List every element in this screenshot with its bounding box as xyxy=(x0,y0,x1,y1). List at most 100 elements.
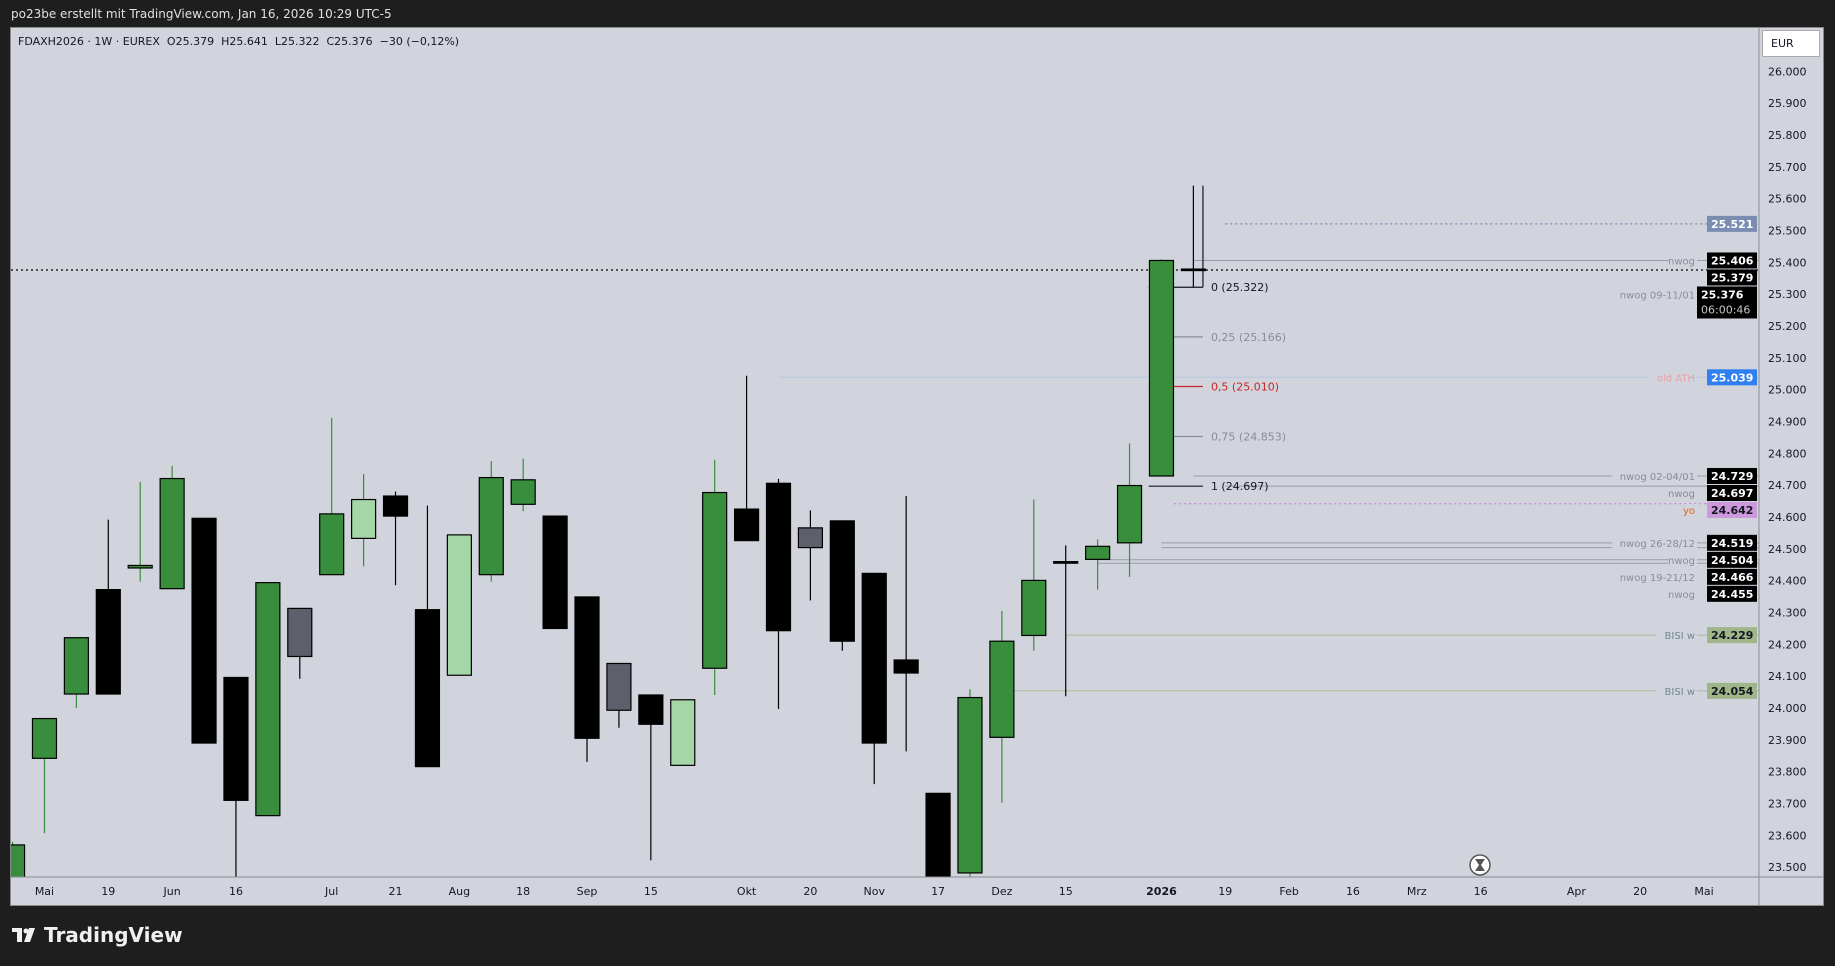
candle-body xyxy=(191,517,217,744)
candle-body xyxy=(11,844,26,877)
chart-frame xyxy=(10,27,1824,906)
price-tick-label: 25.800 xyxy=(1768,129,1807,142)
currency-button[interactable]: EUR xyxy=(1762,30,1820,57)
time-tick-label: Dez xyxy=(991,885,1012,898)
candle-body xyxy=(382,495,409,517)
price-tick-label: 23.800 xyxy=(1768,766,1807,779)
bar-countdown-label: 06:00:46 xyxy=(1701,303,1750,316)
price-axis-badge xyxy=(1707,568,1757,585)
candle-body xyxy=(319,513,345,576)
candle-body xyxy=(670,699,696,766)
time-tick-label: Jul xyxy=(324,885,338,898)
brand-name: TradingView xyxy=(44,923,183,947)
price-axis-badge xyxy=(1707,534,1757,551)
price-tick-label: 25.900 xyxy=(1768,97,1807,110)
candle-body xyxy=(127,564,153,569)
level-label: BISI w xyxy=(1665,631,1695,642)
price-tick-label: 24.100 xyxy=(1768,670,1807,683)
candle-body xyxy=(287,607,313,658)
price-tick-label: 23.900 xyxy=(1768,734,1807,747)
price-axis-badge-label: 25.039 xyxy=(1711,371,1753,384)
time-tick-label: 15 xyxy=(1059,885,1073,898)
candle-body xyxy=(1053,561,1079,564)
price-tick-label: 24.900 xyxy=(1768,416,1807,429)
candle-body xyxy=(1021,579,1047,637)
level-label: nwog xyxy=(1668,256,1695,267)
candle-body xyxy=(893,659,919,674)
price-tick-label: 25.400 xyxy=(1768,256,1807,269)
candle-body xyxy=(638,694,664,725)
level-label: nwog 19-21/12 xyxy=(1620,573,1695,584)
legend-close: C25.376 xyxy=(326,35,373,48)
level-label: BISI w xyxy=(1665,687,1695,698)
candle-body xyxy=(223,676,249,801)
plot-area[interactable] xyxy=(1,185,1759,906)
attribution-text: po23be erstellt mit TradingView.com, Jan… xyxy=(11,7,392,21)
price-tick-label: 25.600 xyxy=(1768,193,1807,206)
price-tick-label: 25.000 xyxy=(1768,384,1807,397)
candle-body xyxy=(606,662,632,711)
hourglass-icon-glyph xyxy=(1475,859,1485,871)
level-label-backdrop xyxy=(1668,553,1697,566)
candle-body xyxy=(829,520,855,642)
candle-body xyxy=(1116,484,1143,544)
candle-body xyxy=(351,498,377,539)
legend-symbol[interactable]: FDAXH2026 · 1W · EUREX xyxy=(18,35,160,48)
price-tick-label: 24.300 xyxy=(1768,607,1807,620)
candle-body xyxy=(542,515,568,630)
price-tick-label: 24.600 xyxy=(1768,511,1807,524)
level-label: nwog xyxy=(1668,489,1695,500)
candle-body xyxy=(510,479,536,505)
level-label-backdrop xyxy=(1655,629,1697,642)
price-axis-badge xyxy=(1707,484,1757,501)
candle-body xyxy=(1180,268,1206,272)
candle-body xyxy=(797,527,824,549)
candle-body xyxy=(414,609,441,768)
level-label-backdrop xyxy=(1668,254,1697,267)
tradingview-logo[interactable]: TradingView xyxy=(12,923,183,947)
fib-level-label: 0,5 (25.010) xyxy=(1211,381,1279,394)
tradingview-logo-icon xyxy=(12,928,35,942)
bottom-bar xyxy=(0,906,1835,966)
price-axis-badge-label: 24.229 xyxy=(1711,629,1753,642)
level-label: nwog 09-11/01 xyxy=(1620,290,1695,301)
price-tick-label: 25.300 xyxy=(1768,288,1807,301)
time-tick-label: 19 xyxy=(101,885,115,898)
price-axis-badge-label: 24.466 xyxy=(1711,571,1754,584)
price-axis-badge xyxy=(1697,286,1757,319)
level-label-backdrop xyxy=(1668,486,1697,499)
price-axis-badge xyxy=(1707,682,1757,699)
level-label-backdrop xyxy=(1649,371,1697,384)
level-label-backdrop xyxy=(1612,570,1697,583)
price-tick-label: 25.700 xyxy=(1768,161,1807,174)
time-tick-label: Feb xyxy=(1279,885,1298,898)
price-axis-badge-label: 24.642 xyxy=(1711,504,1753,517)
time-tick-label: Mai xyxy=(1694,885,1713,898)
level-label-backdrop xyxy=(1612,288,1697,301)
candle-body xyxy=(957,696,983,874)
price-tick-label: 24.700 xyxy=(1768,479,1807,492)
level-label: old ATH xyxy=(1657,373,1695,384)
candle-body xyxy=(1085,545,1111,560)
price-axis-badge-label: 25.406 xyxy=(1711,254,1754,267)
price-axis-badge xyxy=(1707,215,1757,232)
legend-high: H25.641 xyxy=(221,35,268,48)
level-label: nwog xyxy=(1668,556,1695,567)
candle-body xyxy=(159,477,185,590)
legend-low: L25.322 xyxy=(274,35,320,48)
candle-body xyxy=(765,482,792,632)
fib-level-label: 1 (24.697) xyxy=(1211,480,1269,493)
time-tick-label: Apr xyxy=(1567,885,1587,898)
price-axis-badge xyxy=(1707,369,1757,386)
candle-body xyxy=(255,582,281,817)
level-label: nwog xyxy=(1668,590,1695,601)
level-label-backdrop xyxy=(1612,469,1697,482)
price-axis-badge-label: 25.376 xyxy=(1701,288,1744,301)
price-tick-label: 24.200 xyxy=(1768,638,1807,651)
level-label: nwog 26-28/12 xyxy=(1620,539,1695,550)
price-tick-label: 25.100 xyxy=(1768,352,1807,365)
price-axis-badge xyxy=(1707,467,1757,484)
price-axis-badge xyxy=(1707,585,1757,602)
price-tick-label: 26.000 xyxy=(1768,65,1807,78)
